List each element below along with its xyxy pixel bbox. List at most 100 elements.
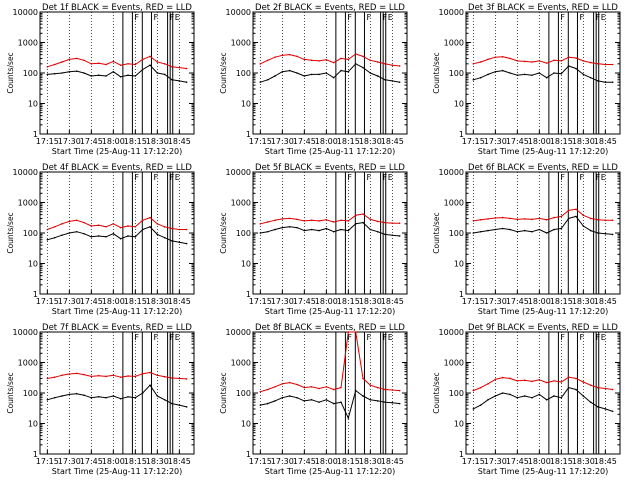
data-point xyxy=(347,58,350,61)
event-marker: F xyxy=(560,173,565,182)
data-point xyxy=(501,55,504,58)
data-point xyxy=(310,59,313,62)
x-tick-label: 17:30 xyxy=(271,137,294,146)
data-point xyxy=(582,73,585,76)
data-point xyxy=(487,218,489,220)
event-marker: F xyxy=(596,13,601,22)
data-point xyxy=(332,221,335,223)
data-point xyxy=(589,401,592,403)
data-point xyxy=(545,232,548,234)
x-tick-label: 18:45 xyxy=(381,457,404,466)
x-tick-label: 18:00 xyxy=(102,297,125,306)
data-point xyxy=(53,236,56,239)
x-tick-label: 18:45 xyxy=(594,297,617,306)
x-tick-label: 18:30 xyxy=(146,137,169,146)
data-point xyxy=(296,55,298,58)
data-point xyxy=(303,229,306,232)
series-line-events xyxy=(473,65,613,83)
series-line-events xyxy=(47,384,187,408)
data-point xyxy=(178,241,181,243)
x-tick-label: 18:30 xyxy=(146,297,169,306)
data-point xyxy=(97,235,100,237)
data-point xyxy=(46,398,49,401)
data-point xyxy=(398,81,401,83)
data-point xyxy=(354,63,357,65)
x-tick-label: 17:30 xyxy=(58,457,81,466)
x-tick-label: 18:15 xyxy=(550,137,573,146)
x-tick-label: 18:45 xyxy=(168,137,191,146)
data-point xyxy=(560,215,563,218)
x-tick-label: 17:30 xyxy=(484,137,507,146)
data-point xyxy=(127,225,129,227)
data-point xyxy=(501,227,504,230)
data-point xyxy=(538,393,541,396)
data-point xyxy=(553,380,555,382)
x-tick-label: 18:45 xyxy=(381,137,404,146)
data-point xyxy=(156,223,159,225)
y-axis-label: Counts/sec xyxy=(6,52,15,93)
data-point xyxy=(318,229,320,232)
event-marker: F xyxy=(134,13,139,22)
data-point xyxy=(112,70,115,73)
data-point xyxy=(611,63,614,66)
data-point xyxy=(185,406,188,408)
data-point xyxy=(553,59,555,62)
data-point xyxy=(494,395,497,397)
y-axis-label: Counts/sec xyxy=(219,372,228,413)
data-point xyxy=(597,386,599,389)
data-point xyxy=(340,219,342,222)
data-point xyxy=(105,63,107,66)
data-point xyxy=(494,228,497,231)
data-point xyxy=(156,395,159,397)
x-axis-label: Start Time (25-Aug-11 17:12:20) xyxy=(478,307,609,316)
event-marker: F xyxy=(383,173,388,182)
x-tick-label: 18:00 xyxy=(102,137,125,146)
y-tick-label: 100 xyxy=(449,389,464,398)
data-point xyxy=(575,208,577,211)
data-point xyxy=(325,219,328,221)
data-point xyxy=(90,375,93,378)
data-point xyxy=(398,402,401,405)
data-point xyxy=(376,400,379,402)
event-marker: E xyxy=(601,173,606,182)
data-point xyxy=(53,63,56,66)
data-point xyxy=(97,396,100,398)
data-point xyxy=(83,232,85,235)
data-point xyxy=(325,227,328,230)
x-tick-label: 17:15 xyxy=(462,457,485,466)
data-point xyxy=(604,219,607,222)
data-point xyxy=(472,63,475,65)
data-point xyxy=(318,60,320,62)
data-point xyxy=(259,232,262,234)
data-point xyxy=(303,400,306,402)
data-point xyxy=(611,233,614,236)
data-point xyxy=(134,225,137,228)
y-tick-label: 100 xyxy=(449,229,464,238)
series-line-events xyxy=(260,390,400,419)
x-tick-label: 17:15 xyxy=(36,137,59,146)
data-point xyxy=(516,218,519,221)
data-point xyxy=(509,393,511,396)
y-axis-label: Counts/sec xyxy=(432,372,441,413)
y-tick-label: 100 xyxy=(236,389,251,398)
data-point xyxy=(119,226,122,229)
series-line-lld xyxy=(47,372,187,380)
event-marker: F xyxy=(596,173,601,182)
data-point xyxy=(83,72,85,74)
chart-title: Det 9f BLACK = Events, RED = LLD xyxy=(468,323,618,333)
data-point xyxy=(479,230,482,233)
event-marker: E xyxy=(388,13,393,22)
x-tick-label: 18:00 xyxy=(528,137,551,146)
data-point xyxy=(597,406,599,408)
data-point xyxy=(149,55,151,58)
data-point xyxy=(185,378,188,380)
data-point xyxy=(545,62,548,64)
data-point xyxy=(494,217,497,219)
data-point xyxy=(347,70,350,73)
data-point xyxy=(575,67,577,70)
data-point xyxy=(325,385,328,388)
data-point xyxy=(362,66,364,69)
